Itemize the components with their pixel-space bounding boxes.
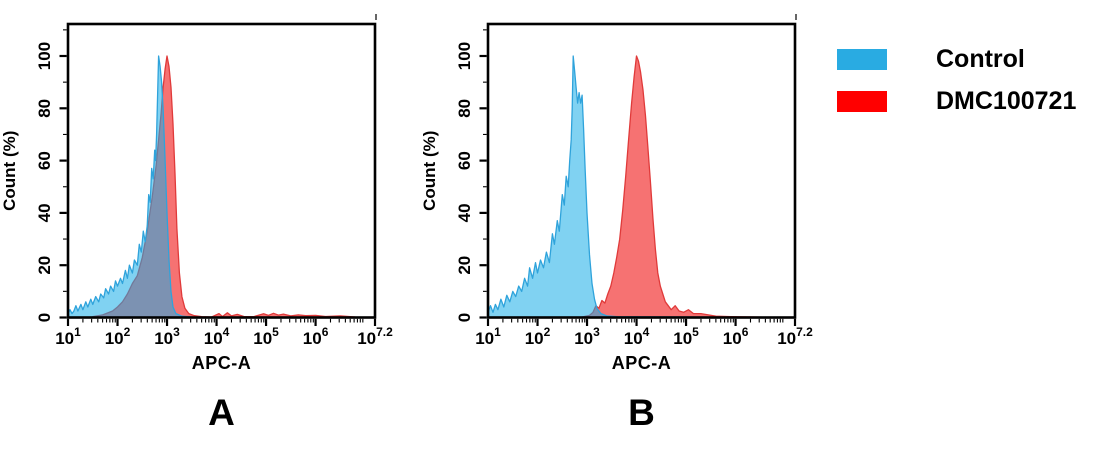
plot-box — [66, 22, 377, 319]
x-tick-label: 104 — [624, 325, 650, 348]
legend-label-control: Control — [936, 45, 1025, 73]
y-tick-label: 0 — [455, 313, 474, 322]
y-tick-label: 40 — [455, 203, 474, 222]
x-tick-label: 106 — [723, 325, 749, 348]
curve-dmc100721 — [581, 55, 794, 318]
x-tick-label: 107.2 — [777, 325, 813, 348]
y-tick-label: 80 — [455, 99, 474, 118]
x-tick-label: 104 — [204, 325, 230, 348]
x-tick-label: 103 — [154, 325, 180, 348]
plot-box — [486, 22, 797, 319]
y-tick-label: 80 — [35, 99, 54, 118]
y-tick-label: 40 — [35, 203, 54, 222]
x-tick-label: 106 — [303, 325, 329, 348]
panel-letter-b: B — [628, 392, 655, 433]
legend-swatch-control — [837, 49, 887, 70]
panel-b-figure: 101 102 103 104 105 106 107.2 0 20 40 60 80 100 Count… — [420, 14, 813, 433]
x-tick-label: 101 — [55, 325, 81, 348]
y-tick-label: 100 — [35, 42, 54, 70]
legend-item-dmc100721: DMC100721 — [837, 87, 1076, 116]
y-tick-label: 60 — [455, 151, 474, 170]
panel-letter-a: A — [208, 392, 235, 433]
y-axis-title: Count (%) — [420, 131, 439, 211]
y-tick-label: 60 — [35, 151, 54, 170]
x-tick-label: 102 — [525, 325, 551, 348]
curve-control — [68, 55, 374, 318]
x-tick-label: 105 — [253, 325, 279, 348]
x-tick-label: 101 — [475, 325, 501, 348]
x-axis-title: APC-A — [612, 353, 672, 373]
x-tick-label: 105 — [673, 325, 699, 348]
curve-control — [488, 55, 794, 318]
x-tick-label: 107.2 — [357, 325, 393, 348]
legend-label-dmc100721: DMC100721 — [936, 87, 1077, 115]
y-tick-label: 20 — [455, 256, 474, 275]
x-tick-label: 103 — [574, 325, 600, 348]
y-axis-title: Count (%) — [0, 131, 19, 211]
x-tick-label: 102 — [105, 325, 131, 348]
y-tick-label: 0 — [35, 313, 54, 322]
legend-item-control: Control — [837, 45, 1076, 74]
x-axis-title: APC-A — [192, 353, 252, 373]
y-tick-label: 20 — [35, 256, 54, 275]
legend-swatch-dmc100721 — [837, 91, 887, 112]
panel-a-figure: 101 102 103 104 105 106 107.2 0 20 40 60 80 100 Count… — [0, 14, 393, 433]
legend: Control DMC100721 — [837, 45, 1076, 129]
y-tick-label: 100 — [455, 42, 474, 70]
